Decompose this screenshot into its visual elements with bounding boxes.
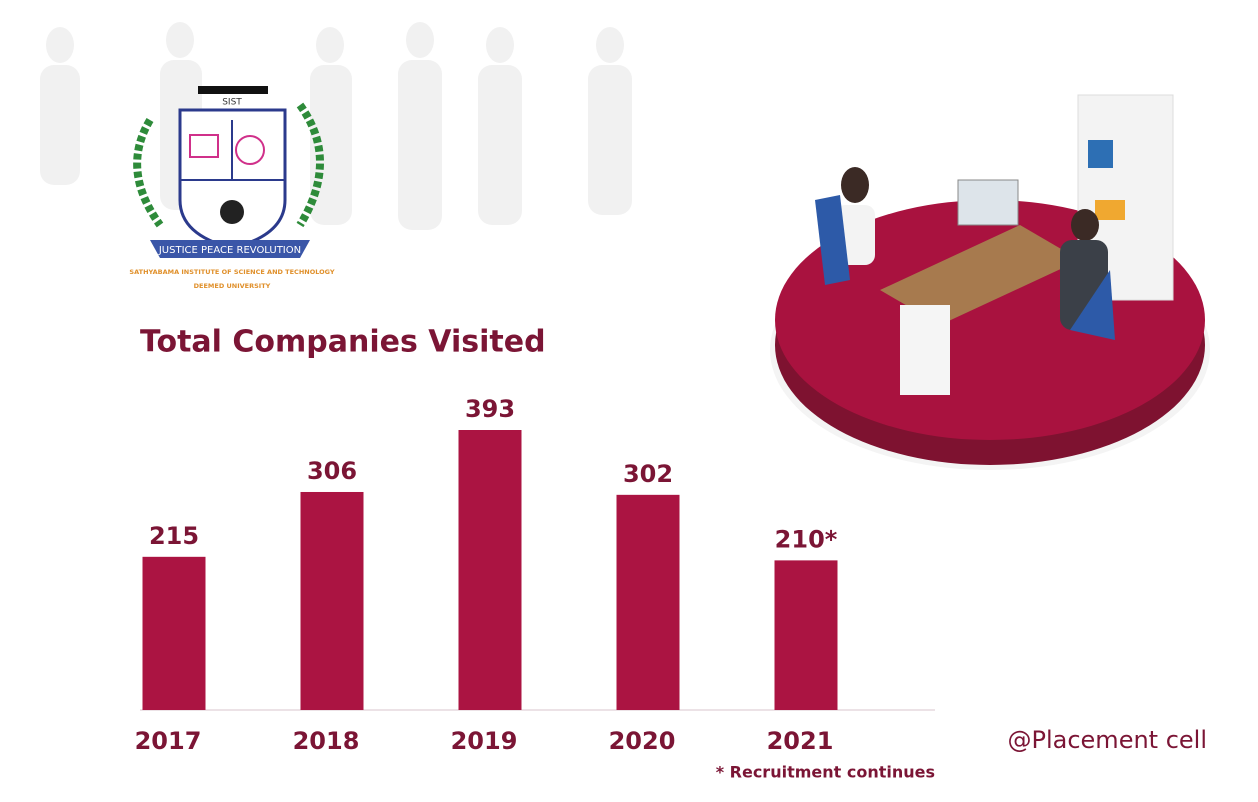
- illustration: [770, 94, 1210, 470]
- logo-name: SATHYABAMA INSTITUTE OF SCIENCE AND TECH…: [129, 268, 334, 276]
- x-tick-label: 2021: [767, 727, 834, 755]
- logo-acronym: SIST: [222, 98, 242, 108]
- footnote: * Recruitment continues: [716, 763, 935, 782]
- logo-status: DEEMED UNIVERSITY: [194, 282, 271, 290]
- bar: [142, 556, 206, 710]
- chart-title: Total Companies Visited: [140, 325, 546, 360]
- x-tick-label: 2019: [451, 727, 518, 755]
- value-label: 210*: [775, 525, 838, 553]
- credit: @Placement cell: [1008, 726, 1208, 754]
- x-tick-label: 2017: [135, 727, 202, 755]
- value-label: 393: [465, 395, 515, 423]
- bar: [300, 491, 364, 710]
- value-label: 215: [149, 522, 199, 550]
- value-label: 302: [623, 460, 673, 488]
- x-tick-label: 2020: [609, 727, 676, 755]
- x-tick-label: 2018: [293, 727, 360, 755]
- value-label: 306: [307, 457, 357, 485]
- bar: [774, 560, 838, 710]
- bar: [458, 430, 522, 710]
- bar: [616, 494, 680, 710]
- background-people: [40, 22, 632, 230]
- logo: SIST JUSTICE PEACE REVOLUTION SATHYABAMA…: [129, 86, 335, 290]
- logo-motto: JUSTICE PEACE REVOLUTION: [158, 245, 301, 256]
